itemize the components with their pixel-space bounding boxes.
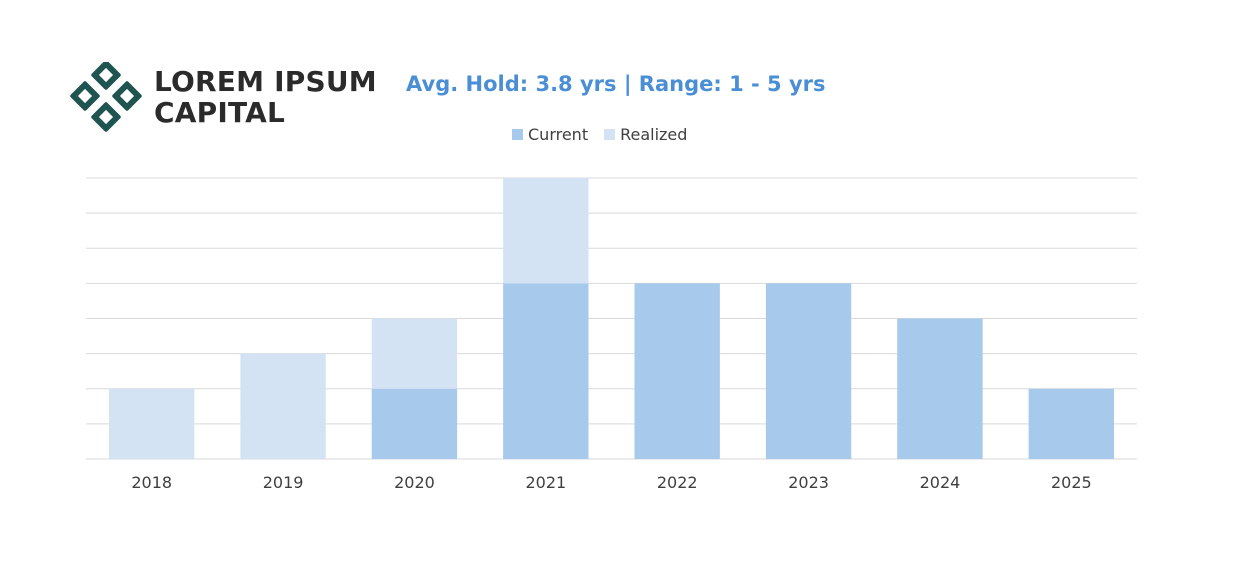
legend-swatch-realized bbox=[604, 129, 616, 140]
legend-item-current: Current bbox=[512, 125, 588, 144]
x-tick-label-2020: 2020 bbox=[394, 473, 435, 492]
chart-subtitle: Avg. Hold: 3.8 yrs | Range: 1 - 5 yrs bbox=[406, 72, 826, 96]
brand-line-2: CAPITAL bbox=[154, 96, 285, 129]
x-tick-label-2018: 2018 bbox=[131, 473, 172, 492]
bar-current-2020 bbox=[371, 388, 458, 459]
bar-current-2024 bbox=[897, 318, 983, 459]
bar-realized-2019 bbox=[240, 353, 326, 459]
brand-name: LOREM IPSUM CAPITAL bbox=[154, 66, 377, 128]
x-tick-label-2025: 2025 bbox=[1051, 473, 1092, 492]
brand-line-1: LOREM IPSUM bbox=[154, 65, 377, 98]
bar-current-2022 bbox=[634, 283, 720, 459]
legend-item-realized: Realized bbox=[604, 125, 687, 144]
legend-swatch-current bbox=[512, 129, 523, 140]
bar-current-2023 bbox=[765, 283, 852, 459]
x-tick-label-2022: 2022 bbox=[657, 473, 698, 492]
x-tick-label-2019: 2019 bbox=[263, 473, 304, 492]
bar-current-2025 bbox=[1028, 388, 1115, 459]
bar-realized-2018 bbox=[108, 388, 195, 459]
x-tick-label-2024: 2024 bbox=[920, 473, 961, 492]
bar-current-2021 bbox=[503, 283, 589, 459]
x-tick-label-2023: 2023 bbox=[788, 473, 829, 492]
legend-label-realized: Realized bbox=[620, 125, 688, 144]
company-logo bbox=[70, 62, 142, 132]
legend-label-current: Current bbox=[528, 125, 589, 144]
chart-legend: Current Realized bbox=[512, 125, 687, 144]
x-tick-label-2021: 2021 bbox=[525, 473, 566, 492]
bar-realized-2021 bbox=[503, 178, 589, 284]
bar-realized-2020 bbox=[371, 318, 458, 389]
